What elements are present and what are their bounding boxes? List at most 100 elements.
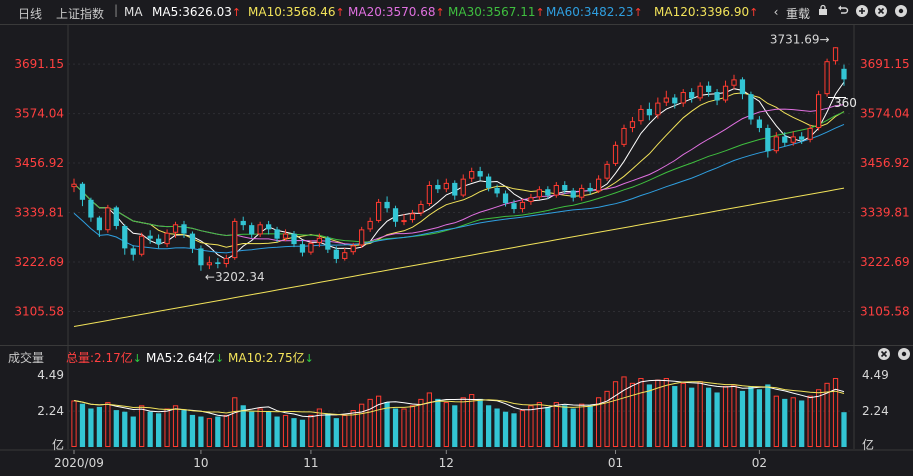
candle-body bbox=[282, 233, 289, 239]
volume-bar bbox=[375, 395, 382, 447]
volume-bar bbox=[130, 416, 136, 447]
annotations: 3731.69→ ←3202.34 360 bbox=[205, 32, 857, 284]
volume-bar bbox=[579, 403, 585, 447]
volume-bar bbox=[536, 402, 543, 448]
divider: | bbox=[114, 3, 119, 17]
indicator-name[interactable]: MA bbox=[124, 5, 143, 19]
candle-body bbox=[155, 238, 162, 245]
volume-bar bbox=[629, 382, 636, 448]
volume-bar bbox=[502, 411, 509, 447]
candle-body bbox=[443, 182, 449, 190]
collapse-icon[interactable]: ‹ bbox=[773, 5, 779, 19]
volume-bar bbox=[731, 384, 737, 447]
candle-body bbox=[189, 233, 196, 249]
candle-body bbox=[375, 201, 382, 221]
volume-bar bbox=[443, 402, 449, 448]
ma20-line bbox=[73, 104, 845, 245]
lock-icon[interactable] bbox=[815, 4, 831, 20]
candle-body bbox=[553, 185, 559, 196]
candle-body bbox=[799, 136, 805, 140]
volume-bar bbox=[807, 395, 813, 447]
index-name[interactable]: 上证指数 bbox=[56, 7, 105, 21]
candle-body bbox=[765, 127, 771, 152]
x-tick-label: 12 bbox=[439, 456, 454, 470]
add-icon[interactable] bbox=[854, 4, 870, 20]
y-tick-label: 3222.69 bbox=[14, 255, 64, 269]
candle-body bbox=[223, 258, 229, 265]
reset-button[interactable]: 重载 bbox=[786, 7, 811, 21]
candle-body bbox=[790, 136, 796, 143]
volume-bar bbox=[418, 398, 424, 447]
volume-bar bbox=[824, 382, 830, 448]
volume-bar bbox=[621, 376, 627, 447]
volume-tick-label: 4.49 bbox=[37, 368, 64, 382]
candle-body bbox=[841, 68, 847, 80]
ma10-label: MA10:3568.46 bbox=[248, 5, 336, 19]
volume-bar bbox=[815, 389, 822, 447]
volume-bar bbox=[401, 408, 407, 447]
candle-body bbox=[435, 185, 441, 190]
volume-bar bbox=[604, 390, 610, 447]
candlestick-chart[interactable]: 3691.15 3574.04 3456.92 3339.81 3222.69 3105.… bbox=[0, 25, 913, 476]
undo-icon[interactable] bbox=[835, 4, 851, 20]
volume-tick-label: 2.24 bbox=[37, 404, 64, 418]
y-tick-label: 3105.58 bbox=[14, 305, 64, 319]
up-arrow-icon: ↑ bbox=[335, 6, 345, 19]
volume-total: 总量:2.17亿↓ bbox=[66, 349, 142, 366]
ma5-value: MA5:3626.03↑ bbox=[152, 5, 241, 19]
candle-body bbox=[350, 245, 356, 253]
volume-bar bbox=[756, 389, 763, 447]
close-volume-icon[interactable] bbox=[876, 347, 892, 363]
volume-bar bbox=[367, 398, 373, 447]
candle-body bbox=[511, 203, 517, 210]
candle-body bbox=[528, 197, 534, 202]
candle-body bbox=[460, 178, 466, 196]
candle-body bbox=[494, 187, 500, 194]
volume-bar bbox=[333, 418, 339, 447]
candle-body bbox=[257, 224, 263, 235]
candles bbox=[71, 47, 847, 271]
high-label: 3731.69→ bbox=[770, 32, 830, 46]
volume-bar bbox=[773, 395, 779, 447]
volume-bar bbox=[595, 397, 602, 448]
volume-bar bbox=[342, 414, 348, 447]
candle-body bbox=[477, 171, 483, 177]
y-tick-label: 3574.04 bbox=[14, 107, 64, 121]
candle-body bbox=[122, 225, 128, 249]
volume-bar bbox=[765, 384, 771, 447]
candle-body bbox=[206, 262, 213, 266]
candle-body bbox=[367, 220, 373, 230]
up-arrow-icon: ↑ bbox=[749, 6, 759, 19]
candle-body bbox=[824, 61, 830, 95]
candle-body bbox=[731, 79, 737, 86]
close-icon[interactable] bbox=[873, 4, 889, 20]
down-arrow-icon: ↓ bbox=[304, 352, 314, 365]
candle-body bbox=[105, 207, 111, 231]
candle-body bbox=[308, 242, 314, 253]
volume-bar bbox=[113, 410, 119, 447]
candle-body bbox=[452, 182, 458, 196]
candle-body bbox=[570, 190, 576, 198]
ma60-label: MA60:3482.23 bbox=[546, 5, 634, 19]
settings-icon[interactable] bbox=[893, 4, 909, 20]
volume-total-label: 总量:2.17亿 bbox=[66, 351, 133, 365]
candle-body bbox=[612, 144, 619, 164]
grid bbox=[0, 25, 913, 451]
ma10-value: MA10:3568.46↑ bbox=[248, 5, 345, 19]
volume-bar bbox=[240, 405, 246, 447]
candle-body bbox=[782, 136, 788, 143]
volume-bar bbox=[799, 400, 805, 447]
volume-bar bbox=[350, 410, 356, 447]
candle-body bbox=[638, 108, 644, 122]
period-tab[interactable]: 日线 bbox=[18, 7, 43, 21]
volume-bar bbox=[689, 387, 695, 447]
candle-body bbox=[409, 213, 416, 221]
volume-bar bbox=[748, 386, 754, 447]
volume-settings-icon[interactable] bbox=[896, 347, 912, 363]
volume-bar bbox=[189, 414, 196, 447]
volume-bars bbox=[71, 376, 847, 448]
candle-body bbox=[722, 85, 729, 101]
volume-bar bbox=[562, 405, 568, 447]
candle-body bbox=[502, 193, 509, 204]
candle-body bbox=[739, 79, 746, 95]
